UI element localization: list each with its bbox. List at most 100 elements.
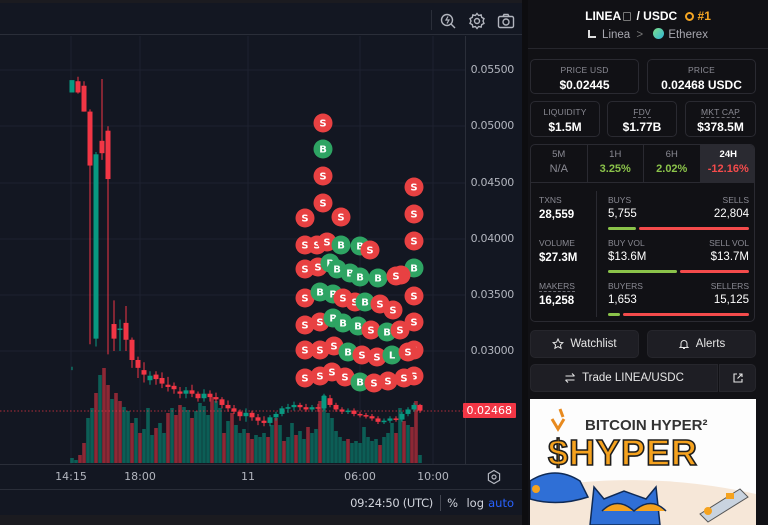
svg-text:S: S xyxy=(328,368,335,379)
buyers-value: 1,653 xyxy=(608,294,637,306)
toolbar-divider xyxy=(431,10,432,30)
timeframe-tab-5m[interactable]: 5M N/A xyxy=(531,145,588,182)
timeframe-tab-24h[interactable]: 24H -12.16% xyxy=(700,145,754,182)
market-cap-label: MKT CAP xyxy=(700,107,741,118)
svg-text:S: S xyxy=(410,237,417,248)
timeframe-tab-1h[interactable]: 1H 3.25% xyxy=(588,145,644,182)
alerts-label: Alerts xyxy=(695,338,726,350)
hyper-ad-artwork: BITCOIN HYPER² $HYPER xyxy=(530,399,756,525)
ad-headline: BITCOIN HYPER² xyxy=(585,417,708,434)
sell-marker[interactable]: S xyxy=(295,315,315,335)
dex-link[interactable]: Etherex xyxy=(668,29,708,41)
sell-marker[interactable]: S xyxy=(313,113,333,133)
buy-marker[interactable]: B xyxy=(355,292,375,312)
buy-marker[interactable]: B xyxy=(368,268,388,288)
sell-marker[interactable]: S xyxy=(383,300,403,320)
fdv-card[interactable]: FDV $1.77B xyxy=(607,101,677,137)
buy-marker[interactable]: B xyxy=(350,372,370,392)
liquidity-value: $1.5M xyxy=(548,120,582,134)
sell-marker[interactable]: S xyxy=(295,368,315,388)
svg-text:S: S xyxy=(323,238,330,249)
sell-marker[interactable]: S xyxy=(295,208,315,228)
watchlist-button[interactable]: Watchlist xyxy=(530,330,639,358)
sell-marker[interactable]: S xyxy=(331,207,351,227)
sell-marker[interactable]: S xyxy=(352,345,372,365)
svg-text:S: S xyxy=(316,346,323,357)
sell-marker[interactable]: S xyxy=(313,193,333,213)
alerts-button[interactable]: Alerts xyxy=(647,330,756,358)
utc-clock: 09:24:50 (UTC) xyxy=(350,496,433,510)
svg-text:S: S xyxy=(410,318,417,329)
sell-marker[interactable]: S xyxy=(378,371,398,391)
chain-link[interactable]: Linea xyxy=(602,29,631,41)
svg-text:B: B xyxy=(346,269,354,280)
sell-marker[interactable]: S xyxy=(295,340,315,360)
sell-marker[interactable]: S xyxy=(404,231,424,251)
stats-divider xyxy=(596,191,597,317)
percent-scale-toggle[interactable]: % xyxy=(447,496,458,510)
sell-volume-label: SELL VOL xyxy=(709,238,749,248)
copy-address-icon[interactable] xyxy=(623,12,632,21)
price-axis[interactable]: 0.05500 0.05000 0.04500 0.04000 0.03500 0.030… xyxy=(462,36,522,464)
buy-marker[interactable]: B xyxy=(350,267,370,287)
open-external-button[interactable] xyxy=(719,364,756,392)
indicator-search-icon[interactable] xyxy=(438,11,458,31)
trade-button[interactable]: Trade LINEA/USDC xyxy=(530,364,718,392)
svg-text:S: S xyxy=(410,372,417,383)
pane-resize-handle[interactable] xyxy=(522,0,528,525)
sell-marker[interactable]: S xyxy=(404,177,424,197)
timeframe-tabs: 5M N/A 1H 3.25% 6H 2.02% 24H -12.16% xyxy=(531,145,754,183)
sell-marker[interactable]: S xyxy=(404,312,424,332)
bell-icon xyxy=(678,340,690,349)
axis-settings-icon[interactable] xyxy=(486,469,502,485)
sell-marker[interactable]: S xyxy=(386,266,406,286)
sell-marker[interactable]: S xyxy=(367,347,387,367)
ad-ticker: $HYPER xyxy=(548,432,698,473)
buy-marker[interactable]: B xyxy=(331,235,351,255)
log-scale-toggle[interactable]: log xyxy=(466,496,484,510)
sell-marker[interactable]: S xyxy=(360,240,380,260)
sells-label: SELLS xyxy=(722,195,749,205)
svg-text:B: B xyxy=(344,348,352,359)
sell-marker[interactable]: S xyxy=(335,367,355,387)
price-chart-plot[interactable]: SBSSSSSSSBSSSSSSSBBSSSSPBBBBSSBPSSBSSSSP… xyxy=(0,36,465,464)
trending-rank: #1 xyxy=(697,9,711,23)
time-tick-label: 06:00 xyxy=(344,470,376,483)
svg-text:S: S xyxy=(319,199,326,210)
sell-marker[interactable]: S xyxy=(364,373,384,393)
buy-marker[interactable]: B xyxy=(333,313,353,333)
sell-marker[interactable]: S xyxy=(295,288,315,308)
timeframe-tab-6h[interactable]: 6H 2.02% xyxy=(644,145,701,182)
sell-marker[interactable]: S xyxy=(361,320,381,340)
market-cap-card[interactable]: MKT CAP $378.5M xyxy=(685,101,756,137)
sell-marker[interactable]: L xyxy=(382,345,402,365)
chart-footer: 09:24:50 (UTC) % log auto xyxy=(0,489,522,515)
volume-label: VOLUME xyxy=(539,238,575,248)
pair-header: LINEA / USDC #1 Linea > Etherex xyxy=(528,0,768,49)
advertisement-banner[interactable]: BITCOIN HYPER² $HYPER xyxy=(530,399,756,525)
fdv-value: $1.77B xyxy=(622,120,662,134)
buy-volume-value: $13.6M xyxy=(608,251,647,263)
makers-value: 16,258 xyxy=(539,295,575,307)
timeframe-change: 3.25% xyxy=(599,163,631,175)
svg-text:B: B xyxy=(356,378,364,389)
time-axis[interactable]: 14:15 18:00 11 06:00 10:00 xyxy=(0,464,522,489)
sell-marker[interactable]: S xyxy=(390,320,410,340)
sell-marker[interactable]: S xyxy=(398,342,418,362)
camera-icon[interactable] xyxy=(496,11,516,31)
sell-marker[interactable]: S xyxy=(404,204,424,224)
makers-stat[interactable]: MAKERS 16,258 xyxy=(539,281,575,307)
sell-marker[interactable]: S xyxy=(394,368,414,388)
auto-scale-toggle[interactable]: auto xyxy=(488,496,514,510)
settings-icon[interactable] xyxy=(467,11,487,31)
etherex-dex-icon xyxy=(653,28,665,39)
svg-text:S: S xyxy=(301,241,308,252)
base-token-symbol: LINEA xyxy=(585,9,622,23)
buy-marker[interactable]: B xyxy=(313,139,333,159)
sell-marker[interactable]: S xyxy=(404,286,424,306)
pair-separator: / xyxy=(636,9,640,23)
timeframe-stats-box: 5M N/A 1H 3.25% 6H 2.02% 24H -12.16% TXNS 28,55… xyxy=(530,144,755,322)
svg-text:B: B xyxy=(337,241,345,252)
time-tick-label: 14:15 xyxy=(55,470,87,483)
sell-marker[interactable]: S xyxy=(313,166,333,186)
